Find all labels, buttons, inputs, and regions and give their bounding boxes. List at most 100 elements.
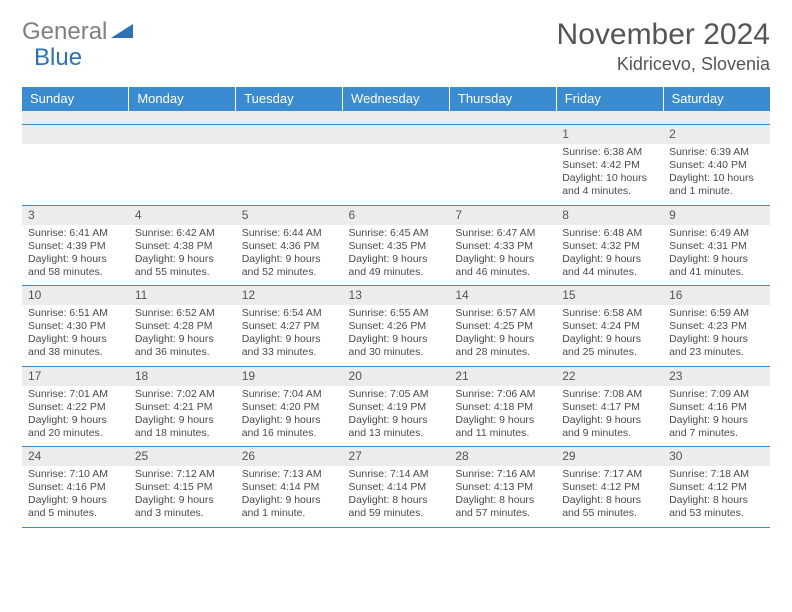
day-number: 28	[449, 447, 556, 466]
day-details: Sunrise: 7:09 AMSunset: 4:16 PMDaylight:…	[663, 386, 770, 447]
day-details: Sunrise: 6:48 AMSunset: 4:32 PMDaylight:…	[556, 225, 663, 286]
day-details: Sunrise: 7:02 AMSunset: 4:21 PMDaylight:…	[129, 386, 236, 447]
calendar-day-cell: 7Sunrise: 6:47 AMSunset: 4:33 PMDaylight…	[449, 205, 556, 286]
calendar-day-cell: 11Sunrise: 6:52 AMSunset: 4:28 PMDayligh…	[129, 286, 236, 367]
calendar-day-cell: 5Sunrise: 6:44 AMSunset: 4:36 PMDaylight…	[236, 205, 343, 286]
calendar-day-cell: 13Sunrise: 6:55 AMSunset: 4:26 PMDayligh…	[343, 286, 450, 367]
day-details: Sunrise: 7:06 AMSunset: 4:18 PMDaylight:…	[449, 386, 556, 447]
day-number: 1	[556, 125, 663, 144]
calendar-day-cell: 22Sunrise: 7:08 AMSunset: 4:17 PMDayligh…	[556, 366, 663, 447]
header-bar: General November 2024 Kidricevo, Sloveni…	[22, 18, 770, 75]
calendar-day-cell: 27Sunrise: 7:14 AMSunset: 4:14 PMDayligh…	[343, 447, 450, 528]
calendar-table: SundayMondayTuesdayWednesdayThursdayFrid…	[22, 87, 770, 528]
location-text: Kidricevo, Slovenia	[557, 54, 770, 75]
calendar-day-cell	[343, 125, 450, 206]
day-number: 23	[663, 367, 770, 386]
day-number-empty	[343, 125, 450, 144]
calendar-week-row: 3Sunrise: 6:41 AMSunset: 4:39 PMDaylight…	[22, 205, 770, 286]
day-details: Sunrise: 6:41 AMSunset: 4:39 PMDaylight:…	[22, 225, 129, 286]
day-number: 7	[449, 206, 556, 225]
calendar-day-cell: 26Sunrise: 7:13 AMSunset: 4:14 PMDayligh…	[236, 447, 343, 528]
day-number: 3	[22, 206, 129, 225]
calendar-day-cell: 20Sunrise: 7:05 AMSunset: 4:19 PMDayligh…	[343, 366, 450, 447]
calendar-day-cell	[22, 125, 129, 206]
day-number: 19	[236, 367, 343, 386]
day-number-empty	[129, 125, 236, 144]
weekday-header-cell: Thursday	[449, 87, 556, 111]
day-details: Sunrise: 6:55 AMSunset: 4:26 PMDaylight:…	[343, 305, 450, 366]
day-details: Sunrise: 7:17 AMSunset: 4:12 PMDaylight:…	[556, 466, 663, 527]
day-number: 22	[556, 367, 663, 386]
weekday-header-cell: Wednesday	[343, 87, 450, 111]
day-details: Sunrise: 6:51 AMSunset: 4:30 PMDaylight:…	[22, 305, 129, 366]
calendar-day-cell	[129, 125, 236, 206]
calendar-day-cell: 21Sunrise: 7:06 AMSunset: 4:18 PMDayligh…	[449, 366, 556, 447]
calendar-day-cell: 2Sunrise: 6:39 AMSunset: 4:40 PMDaylight…	[663, 125, 770, 206]
calendar-day-cell: 25Sunrise: 7:12 AMSunset: 4:15 PMDayligh…	[129, 447, 236, 528]
weekday-header-cell: Friday	[556, 87, 663, 111]
day-number: 2	[663, 125, 770, 144]
weekday-header-cell: Saturday	[663, 87, 770, 111]
day-number: 8	[556, 206, 663, 225]
weekday-header-cell: Tuesday	[236, 87, 343, 111]
day-details: Sunrise: 6:52 AMSunset: 4:28 PMDaylight:…	[129, 305, 236, 366]
calendar-day-cell: 12Sunrise: 6:54 AMSunset: 4:27 PMDayligh…	[236, 286, 343, 367]
calendar-day-cell: 18Sunrise: 7:02 AMSunset: 4:21 PMDayligh…	[129, 366, 236, 447]
day-details: Sunrise: 6:58 AMSunset: 4:24 PMDaylight:…	[556, 305, 663, 366]
calendar-day-cell: 23Sunrise: 7:09 AMSunset: 4:16 PMDayligh…	[663, 366, 770, 447]
day-number: 30	[663, 447, 770, 466]
day-number: 26	[236, 447, 343, 466]
calendar-day-cell: 6Sunrise: 6:45 AMSunset: 4:35 PMDaylight…	[343, 205, 450, 286]
day-details: Sunrise: 6:38 AMSunset: 4:42 PMDaylight:…	[556, 144, 663, 205]
day-number: 24	[22, 447, 129, 466]
day-number: 10	[22, 286, 129, 305]
logo-text-blue-wrap: Blue	[34, 44, 82, 72]
day-details: Sunrise: 6:44 AMSunset: 4:36 PMDaylight:…	[236, 225, 343, 286]
day-details: Sunrise: 6:47 AMSunset: 4:33 PMDaylight:…	[449, 225, 556, 286]
day-number: 11	[129, 286, 236, 305]
calendar-week-row: 10Sunrise: 6:51 AMSunset: 4:30 PMDayligh…	[22, 286, 770, 367]
calendar-week-row: 24Sunrise: 7:10 AMSunset: 4:16 PMDayligh…	[22, 447, 770, 528]
day-number: 18	[129, 367, 236, 386]
day-number: 13	[343, 286, 450, 305]
calendar-day-cell: 9Sunrise: 6:49 AMSunset: 4:31 PMDaylight…	[663, 205, 770, 286]
calendar-body: 1Sunrise: 6:38 AMSunset: 4:42 PMDaylight…	[22, 111, 770, 528]
calendar-week-row: 1Sunrise: 6:38 AMSunset: 4:42 PMDaylight…	[22, 125, 770, 206]
day-details: Sunrise: 7:04 AMSunset: 4:20 PMDaylight:…	[236, 386, 343, 447]
day-number: 14	[449, 286, 556, 305]
weekday-header-cell: Monday	[129, 87, 236, 111]
logo-text-gray: General	[22, 18, 107, 46]
day-details: Sunrise: 6:39 AMSunset: 4:40 PMDaylight:…	[663, 144, 770, 205]
calendar-day-cell: 4Sunrise: 6:42 AMSunset: 4:38 PMDaylight…	[129, 205, 236, 286]
calendar-day-cell	[236, 125, 343, 206]
calendar-day-cell: 3Sunrise: 6:41 AMSunset: 4:39 PMDaylight…	[22, 205, 129, 286]
day-details: Sunrise: 7:08 AMSunset: 4:17 PMDaylight:…	[556, 386, 663, 447]
day-details: Sunrise: 7:16 AMSunset: 4:13 PMDaylight:…	[449, 466, 556, 527]
calendar-day-cell: 24Sunrise: 7:10 AMSunset: 4:16 PMDayligh…	[22, 447, 129, 528]
calendar-week-row: 17Sunrise: 7:01 AMSunset: 4:22 PMDayligh…	[22, 366, 770, 447]
weekday-header-cell: Sunday	[22, 87, 129, 111]
calendar-day-cell: 19Sunrise: 7:04 AMSunset: 4:20 PMDayligh…	[236, 366, 343, 447]
day-number: 9	[663, 206, 770, 225]
logo-triangle-icon	[111, 20, 133, 45]
calendar-day-cell: 15Sunrise: 6:58 AMSunset: 4:24 PMDayligh…	[556, 286, 663, 367]
day-details: Sunrise: 6:59 AMSunset: 4:23 PMDaylight:…	[663, 305, 770, 366]
day-details: Sunrise: 6:49 AMSunset: 4:31 PMDaylight:…	[663, 225, 770, 286]
calendar-day-cell: 8Sunrise: 6:48 AMSunset: 4:32 PMDaylight…	[556, 205, 663, 286]
day-details: Sunrise: 6:54 AMSunset: 4:27 PMDaylight:…	[236, 305, 343, 366]
day-number: 25	[129, 447, 236, 466]
day-number: 16	[663, 286, 770, 305]
month-title: November 2024	[557, 18, 770, 52]
day-number: 21	[449, 367, 556, 386]
calendar-day-cell: 1Sunrise: 6:38 AMSunset: 4:42 PMDaylight…	[556, 125, 663, 206]
title-block: November 2024 Kidricevo, Slovenia	[557, 18, 770, 75]
day-number: 5	[236, 206, 343, 225]
logo-text-blue: Blue	[34, 44, 82, 71]
weekday-header: SundayMondayTuesdayWednesdayThursdayFrid…	[22, 87, 770, 111]
day-details: Sunrise: 7:10 AMSunset: 4:16 PMDaylight:…	[22, 466, 129, 527]
calendar-day-cell: 17Sunrise: 7:01 AMSunset: 4:22 PMDayligh…	[22, 366, 129, 447]
day-details: Sunrise: 6:57 AMSunset: 4:25 PMDaylight:…	[449, 305, 556, 366]
calendar-day-cell: 30Sunrise: 7:18 AMSunset: 4:12 PMDayligh…	[663, 447, 770, 528]
day-number-empty	[449, 125, 556, 144]
day-details: Sunrise: 7:01 AMSunset: 4:22 PMDaylight:…	[22, 386, 129, 447]
